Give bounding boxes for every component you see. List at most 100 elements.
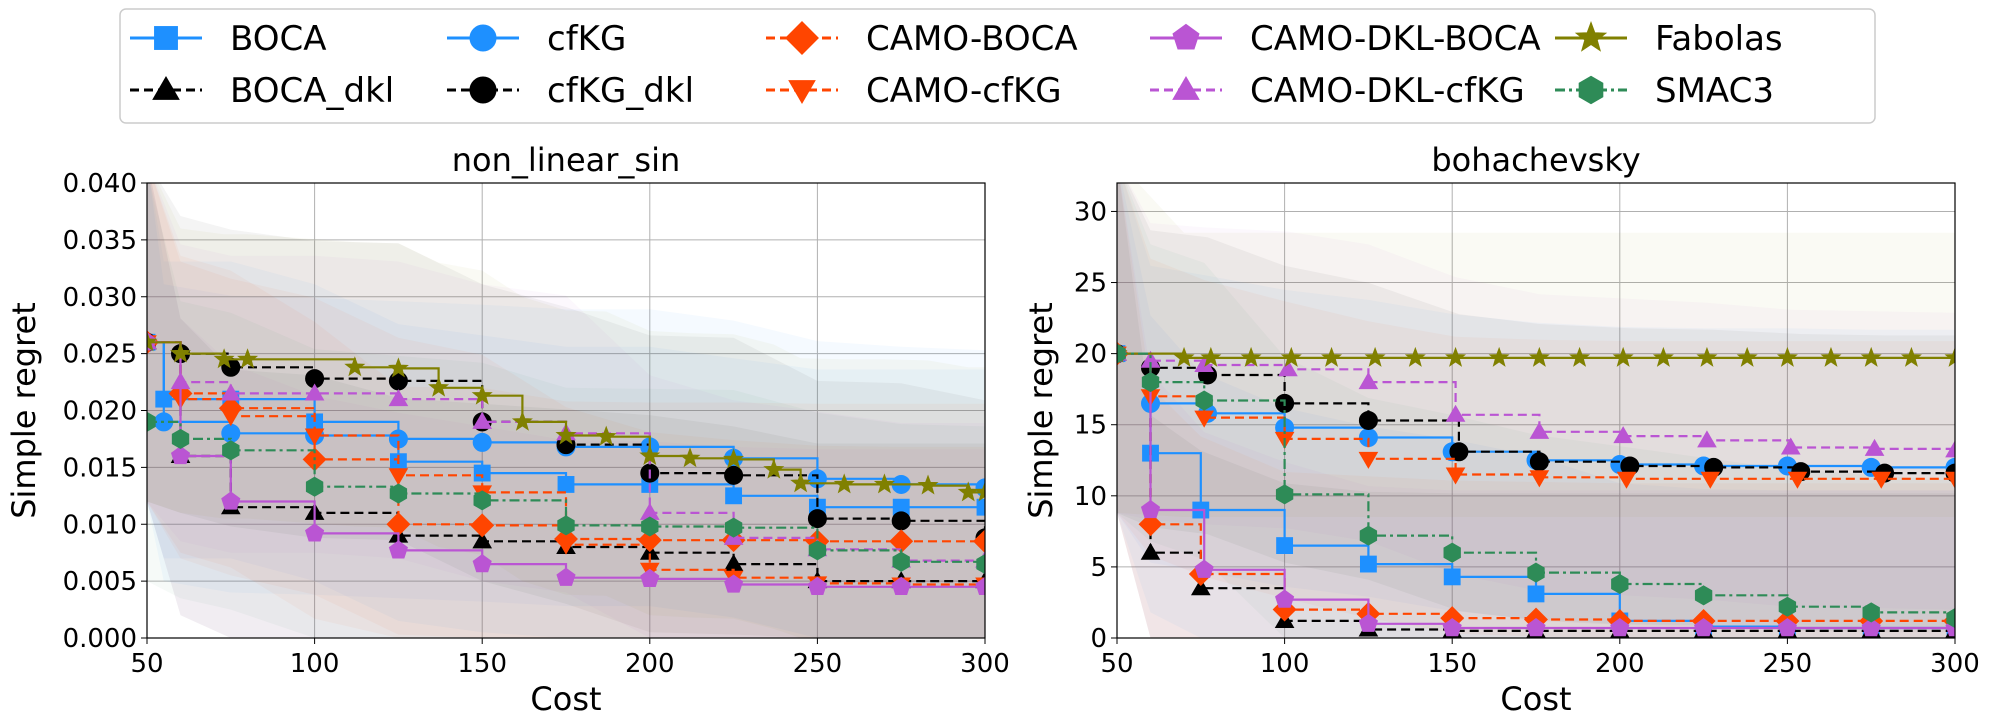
data-point-smac3 (724, 517, 743, 538)
data-point-camo-dkl-boca (1442, 617, 1462, 637)
data-point-fabolas (344, 356, 366, 377)
data-point-camo-cfkg (1945, 471, 1955, 489)
data-point-camo-dkl-boca (388, 540, 408, 559)
series-group (1117, 341, 1955, 638)
data-point-boca (1359, 555, 1377, 573)
data-point-fabolas (1321, 346, 1343, 367)
data-point-camo-dkl-boca (556, 567, 576, 586)
legend-label: Fabolas (1655, 19, 1783, 59)
data-point-smac3 (1443, 542, 1461, 563)
data-point-boca (473, 464, 491, 482)
data-point-fabolas (1612, 346, 1634, 367)
data-point-camo-boca (1138, 512, 1163, 537)
y-tick-label: 0.030 (63, 283, 137, 313)
band-fabolas (147, 183, 985, 638)
data-point-fabolas (1820, 346, 1842, 367)
data-point-camo-cfkg (1787, 471, 1808, 489)
data-point-camo-dkl-cfkg (1864, 438, 1885, 456)
legend-item-camo-dkl-cfkg: CAMO-DKL-cfKG (1150, 71, 1525, 111)
data-point-boca (725, 487, 743, 505)
data-point-smac3 (641, 516, 659, 537)
data-point-camo-dkl-boca (1275, 589, 1295, 608)
y-tick-label: 15 (1074, 411, 1107, 441)
data-point-cfkg-dkl (388, 371, 408, 391)
data-point-fabolas (1696, 346, 1718, 367)
data-point-camo-dkl-boca (1194, 559, 1214, 578)
data-point-fabolas (723, 448, 745, 469)
data-point-cfkg-dkl (1529, 452, 1549, 472)
legend-marker-triangle-up-icon (1172, 76, 1200, 100)
y-tick-label: 20 (1074, 340, 1107, 370)
data-point-smac3 (222, 440, 240, 461)
band-camo-dkl-boca (1117, 183, 1955, 638)
data-point-fabolas (763, 458, 785, 479)
data-point-camo-dkl-boca (170, 445, 191, 465)
data-point-cfkg-dkl (891, 511, 911, 531)
y-tick-label: 0.025 (63, 340, 137, 370)
data-point-fabolas (1569, 346, 1591, 367)
data-point-fabolas (1652, 346, 1674, 367)
data-point-camo-dkl-boca (1140, 499, 1161, 519)
data-point-boca (976, 498, 985, 516)
band-camo-cfkg (147, 183, 985, 638)
legend-label: CAMO-DKL-BOCA (1250, 19, 1541, 59)
series-line-fabolas (1117, 352, 1955, 359)
x-tick-label: 250 (1763, 649, 1813, 679)
x-tick-label: 100 (290, 649, 340, 679)
data-point-camo-cfkg (556, 537, 576, 555)
y-tick-label: 25 (1074, 269, 1107, 299)
data-point-boca (1527, 585, 1545, 603)
data-point-fabolas (1488, 346, 1510, 367)
data-point-fabolas (595, 425, 617, 446)
data-point-camo-cfkg (1871, 471, 1892, 489)
data-point-smac3 (1694, 585, 1713, 606)
y-axis-label: Simple regret (1022, 302, 1060, 519)
band-cfkg-dkl (147, 183, 985, 638)
data-point-camo-dkl-boca (1694, 617, 1714, 637)
x-tick-label: 300 (960, 649, 1010, 679)
y-tick-label: 0.015 (63, 453, 137, 483)
data-point-boca (1276, 537, 1294, 554)
band-camo-dkl-cfkg (147, 183, 985, 638)
data-point-camo-dkl-cfkg (1613, 426, 1633, 444)
legend-label: cfKG (547, 19, 626, 59)
legend-item-fabolas: Fabolas (1555, 19, 1783, 59)
data-point-cfkg-dkl (807, 509, 827, 529)
band-smac3 (1117, 183, 1955, 638)
data-point-fabolas (1280, 346, 1302, 367)
y-tick-label: 0.000 (63, 624, 137, 654)
data-point-camo-dkl-boca (640, 568, 660, 587)
data-point-fabolas (511, 410, 533, 431)
band-boca-dkl (147, 183, 985, 638)
data-point-camo-dkl-boca (221, 491, 241, 510)
band-camo-dkl-cfkg (1117, 183, 1955, 610)
data-point-fabolas (147, 331, 158, 352)
x-tick-label: 150 (457, 649, 507, 679)
legend-item-cfkg: cfKG (447, 19, 626, 59)
data-point-camo-dkl-cfkg (1358, 372, 1379, 390)
legend-marker-square-icon (154, 26, 178, 50)
data-point-camo-cfkg (220, 409, 241, 427)
y-tick-label: 0.035 (63, 226, 137, 256)
data-point-camo-dkl-boca (1358, 613, 1378, 632)
x-axis-label: Cost (530, 680, 601, 718)
data-point-camo-dkl-cfkg (1697, 430, 1717, 448)
data-point-fabolas (1240, 346, 1262, 367)
data-point-smac3 (1275, 484, 1294, 505)
y-tick-label: 0.005 (63, 567, 137, 597)
data-point-fabolas (1200, 346, 1222, 367)
data-point-smac3 (1862, 602, 1880, 623)
data-point-camo-cfkg (1194, 410, 1214, 428)
y-tick-label: 0 (1090, 624, 1107, 654)
data-point-smac3 (171, 428, 190, 449)
y-axis-label: Simple regret (5, 302, 43, 519)
data-point-smac3 (305, 476, 324, 497)
data-point-camo-dkl-boca (975, 576, 985, 595)
data-point-camo-dkl-boca (1526, 617, 1546, 637)
data-point-fabolas (1445, 346, 1467, 367)
data-point-camo-dkl-cfkg (1278, 359, 1298, 377)
data-point-fabolas (1860, 346, 1882, 367)
x-axis-label: Cost (1500, 680, 1571, 718)
